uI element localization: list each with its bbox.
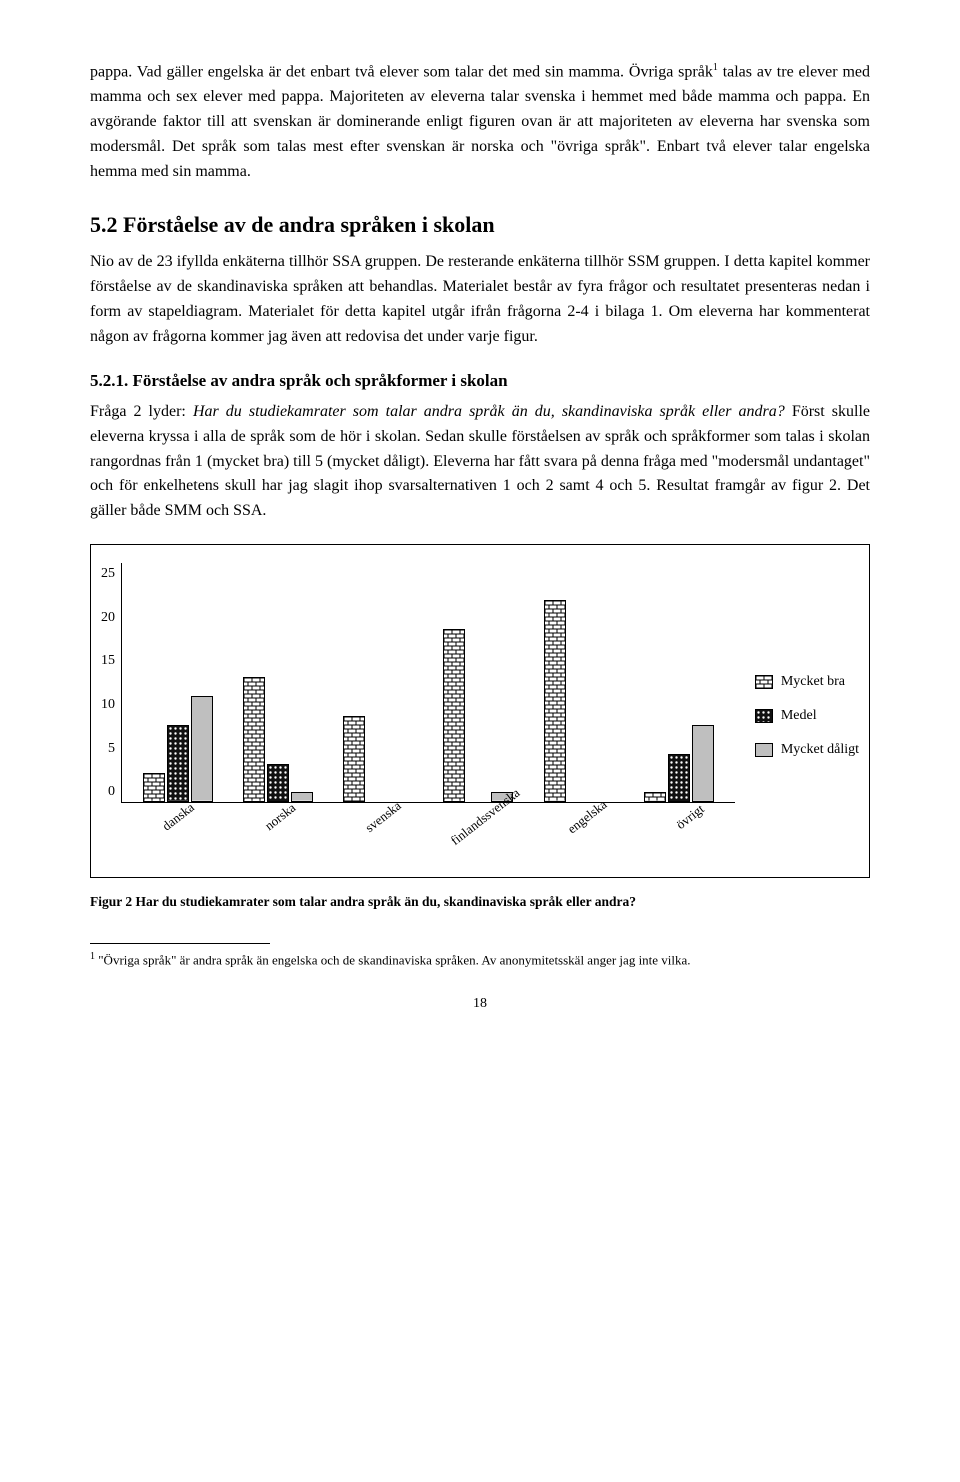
footnote: 1 "Övriga språk" är andra språk än engel… (90, 950, 870, 970)
italic-span: Har du studiekamrater som talar andra sp… (193, 403, 785, 420)
bar (443, 629, 465, 802)
bar (668, 754, 690, 802)
bar (544, 600, 566, 802)
x-axis-labels: danskanorskasvenskafinlandssvenskaengels… (121, 803, 735, 869)
y-tick-label: 25 (101, 563, 115, 585)
bar-chart: 25 20 15 10 5 0 danskanorskasvenskafinlandssv… (90, 544, 870, 878)
bar (143, 773, 165, 802)
body-paragraph: Fråga 2 lyder: Har du studiekamrater som… (90, 400, 870, 524)
body-paragraph: Nio av de 23 ifyllda enkäterna tillhör S… (90, 250, 870, 349)
legend-item: Medel (755, 705, 859, 727)
text-span: talas av tre elever med mamma och sex el… (90, 63, 870, 179)
page-number: 18 (90, 993, 870, 1015)
y-tick-label: 5 (108, 738, 115, 760)
bar (267, 764, 289, 802)
figure-caption: Figur 2 Har du studiekamrater som talar … (90, 892, 870, 913)
footnote-text: "Övriga språk" är andra språk än engelsk… (95, 952, 691, 967)
y-tick-label: 15 (101, 650, 115, 672)
bar-group (529, 600, 629, 802)
legend-swatch (755, 743, 773, 757)
legend-item: Mycket dåligt (755, 739, 859, 761)
plot-area (121, 563, 735, 803)
footnote-rule (90, 943, 270, 944)
text-span: Först skulle eleverna kryssa i alla de s… (90, 403, 870, 519)
bar (644, 792, 666, 802)
bar (167, 725, 189, 802)
y-tick-label: 10 (101, 694, 115, 716)
text-span: pappa. Vad gäller engelska är det enbart… (90, 63, 713, 80)
legend-label: Mycket bra (781, 671, 845, 693)
bar-group (428, 629, 528, 802)
legend-label: Mycket dåligt (781, 739, 859, 761)
legend-item: Mycket bra (755, 671, 859, 693)
bar (343, 716, 365, 802)
legend-swatch (755, 675, 773, 689)
y-tick-label: 0 (108, 781, 115, 803)
bar (243, 677, 265, 802)
body-paragraph: pappa. Vad gäller engelska är det enbart… (90, 60, 870, 184)
y-tick-label: 20 (101, 607, 115, 629)
section-heading: 5.2 Förståelse av de andra språken i sko… (90, 208, 870, 242)
y-axis: 25 20 15 10 5 0 (101, 563, 121, 803)
legend-label: Medel (781, 705, 817, 727)
text-span: Fråga 2 lyder: (90, 403, 193, 420)
legend-swatch (755, 709, 773, 723)
subsection-heading: 5.2.1. Förståelse av andra språk och spr… (90, 368, 870, 394)
